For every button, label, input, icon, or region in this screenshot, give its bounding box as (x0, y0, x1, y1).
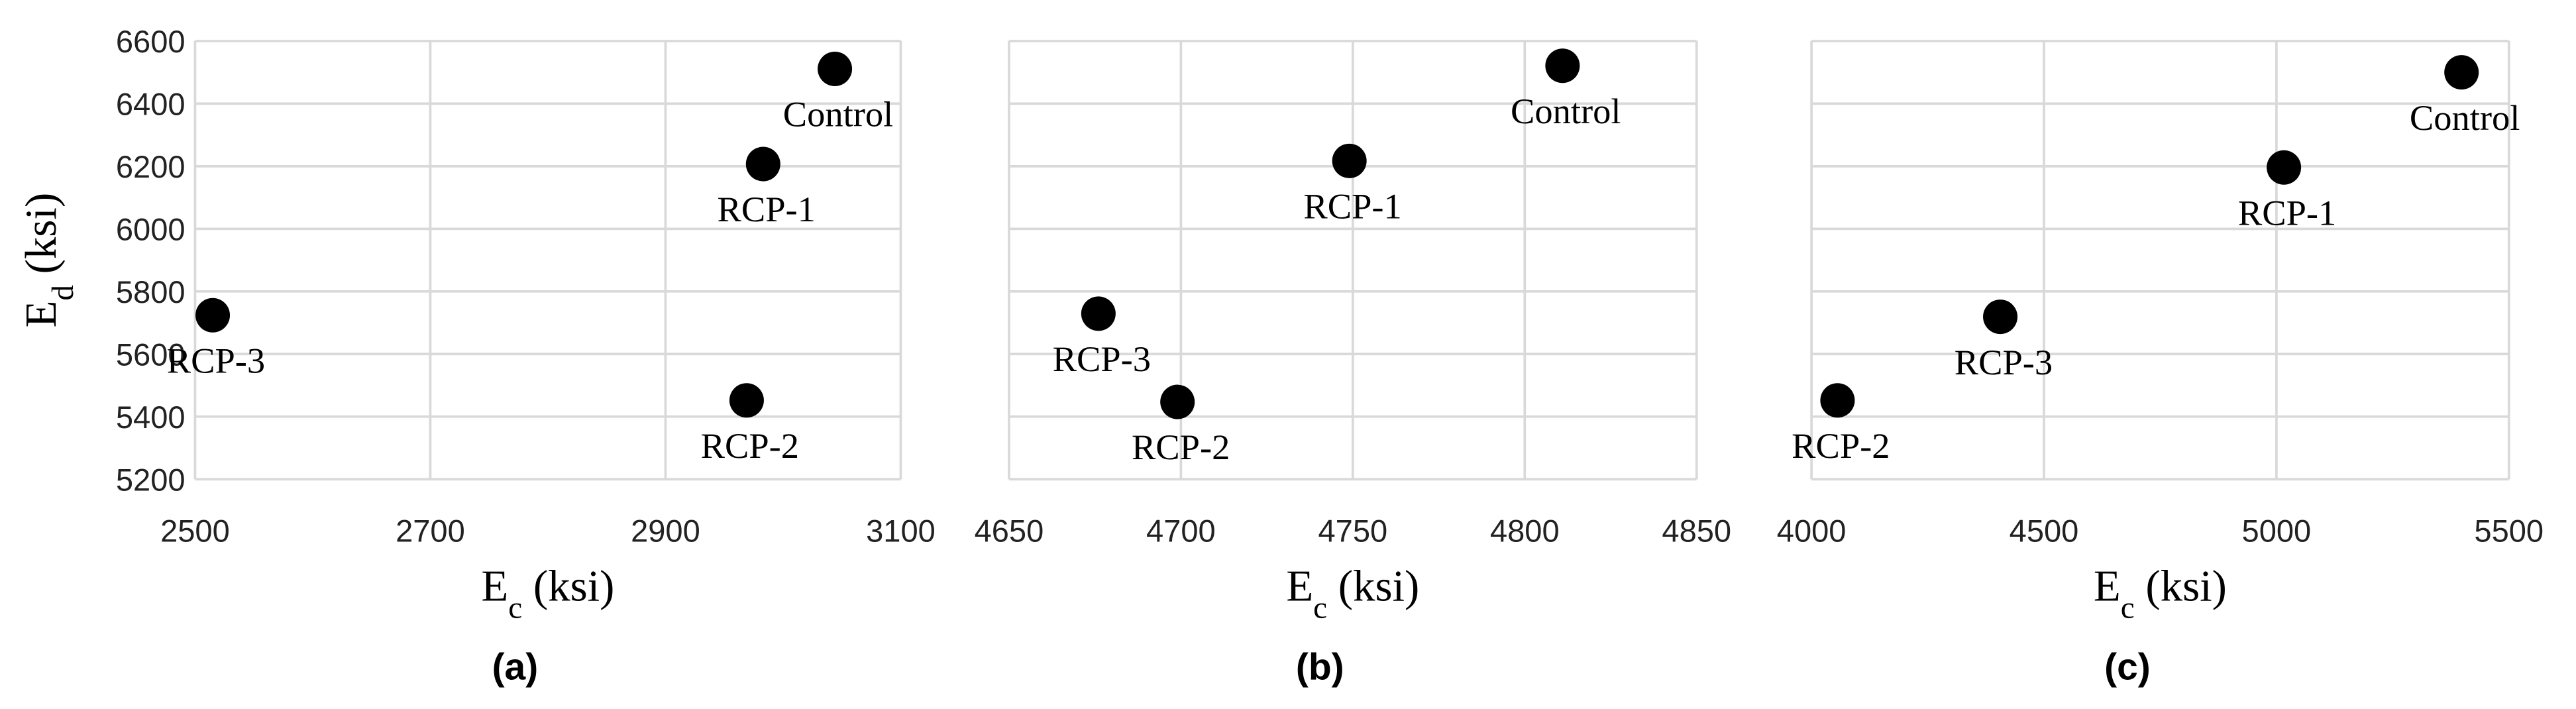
point (729, 383, 764, 418)
x-tick-label: 2500 (160, 513, 230, 548)
y-tick-label: 6600 (116, 24, 186, 59)
point (818, 51, 853, 86)
x-tick-label: 4700 (1146, 513, 1216, 548)
x-axis-label: Ec (ksi) (481, 562, 614, 626)
point-label: RCP-2 (701, 425, 799, 466)
x-tick-label: 4650 (975, 513, 1044, 548)
x-tick-label: 5000 (2242, 513, 2312, 548)
y-tick-label: 5800 (116, 274, 186, 309)
panel: 5200 5400 5600 5800 6000 6200 6400 6600 2500 2700… (17, 24, 936, 688)
x-tick-label: 4500 (2010, 513, 2079, 548)
point-label: Control (783, 94, 893, 135)
x-tick-label: 4850 (1662, 513, 1731, 548)
point-label: RCP-3 (1955, 342, 2053, 382)
x-tick-label: 2700 (396, 513, 465, 548)
y-axis-label: Ed (ksi) (17, 193, 80, 328)
x-axis-label-part: E (2094, 562, 2121, 611)
y-tick-label: 6200 (116, 149, 186, 184)
y-tick-label: 6000 (116, 212, 186, 247)
point (195, 298, 231, 333)
y-tick-label: 5600 (116, 337, 186, 372)
panel: 4000 4500 5000 5500 Control RCP-1 RCP-3 RCP-2 Ec… (1777, 40, 2544, 688)
point (1081, 296, 1116, 331)
x-axis-label: Ec (ksi) (1286, 562, 1419, 626)
x-axis-label-part: c (508, 591, 522, 626)
point (1160, 384, 1195, 419)
point-label: RCP-3 (167, 340, 265, 380)
x-axis-label-part: (ksi) (2135, 562, 2227, 611)
point (1820, 383, 1855, 418)
y-tick-label: 5400 (116, 400, 186, 435)
point-label: RCP-3 (1053, 339, 1151, 379)
x-tick-label: 2900 (631, 513, 700, 548)
point (2444, 55, 2479, 90)
point (1332, 143, 1367, 178)
x-axis-label-part: c (2121, 591, 2135, 626)
y-tick-label: 6400 (116, 87, 186, 122)
point-label: RCP-1 (1303, 186, 1401, 227)
point (1983, 300, 2018, 335)
x-tick-label: 4750 (1318, 513, 1387, 548)
x-axis-label-part: c (1313, 591, 1327, 626)
x-tick-label: 4000 (1777, 513, 1847, 548)
point (745, 146, 780, 182)
caption: (c) (2104, 645, 2151, 688)
panel: 4650 4700 4750 4800 4850 Control RCP-1 RCP-3 RCP… (975, 40, 1731, 688)
caption: (b) (1296, 645, 1344, 688)
x-axis-label: Ec (ksi) (2094, 562, 2227, 626)
caption: (a) (492, 645, 539, 688)
y-axis-label-part: (ksi) (17, 193, 66, 285)
x-tick-label: 5500 (2474, 513, 2544, 548)
point-label: RCP-1 (718, 189, 816, 229)
point (2267, 150, 2302, 185)
y-axis-label-part: d (46, 285, 80, 301)
point (1545, 48, 1580, 83)
y-tick-label: 5200 (116, 463, 186, 498)
point-label: Control (2410, 97, 2520, 138)
x-axis-label-part: (ksi) (1327, 562, 1419, 611)
point-label: RCP-1 (2238, 192, 2336, 233)
y-axis-label-part: E (17, 301, 66, 328)
x-axis-label-part: (ksi) (522, 562, 614, 611)
point-label: Control (1511, 91, 1621, 131)
x-tick-label: 4800 (1490, 513, 1560, 548)
x-tick-label: 3100 (866, 513, 936, 548)
point-label: RCP-2 (1792, 425, 1890, 466)
x-axis-label-part: E (481, 562, 508, 611)
point-label: RCP-2 (1132, 427, 1230, 467)
x-axis-label-part: E (1286, 562, 1313, 611)
